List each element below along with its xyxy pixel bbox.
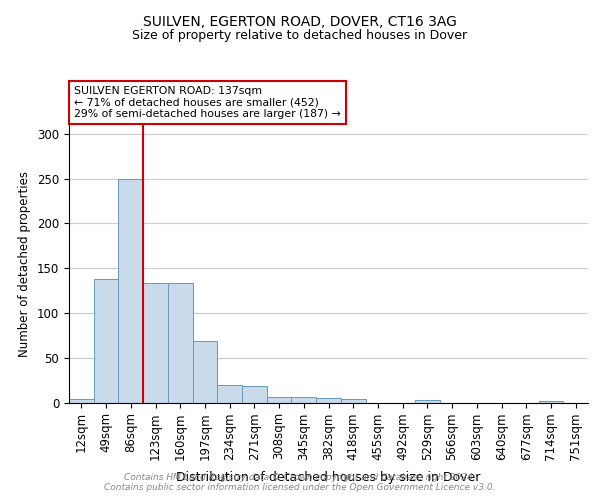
Bar <box>69 399 94 402</box>
Y-axis label: Number of detached properties: Number of detached properties <box>19 171 31 357</box>
Bar <box>168 284 193 403</box>
Bar <box>118 178 143 402</box>
Bar <box>217 384 242 402</box>
Text: Size of property relative to detached houses in Dover: Size of property relative to detached ho… <box>133 30 467 43</box>
Bar <box>193 340 217 402</box>
Bar <box>341 399 365 402</box>
Bar <box>143 284 168 403</box>
Bar <box>267 397 292 402</box>
Bar <box>539 400 563 402</box>
Bar <box>292 397 316 402</box>
Text: Contains HM Land Registry data © Crown copyright and database right 2024.
Contai: Contains HM Land Registry data © Crown c… <box>104 473 496 492</box>
Bar <box>316 398 341 402</box>
Bar <box>94 279 118 402</box>
Bar <box>415 400 440 402</box>
Text: SUILVEN, EGERTON ROAD, DOVER, CT16 3AG: SUILVEN, EGERTON ROAD, DOVER, CT16 3AG <box>143 16 457 30</box>
Text: SUILVEN EGERTON ROAD: 137sqm
← 71% of detached houses are smaller (452)
29% of s: SUILVEN EGERTON ROAD: 137sqm ← 71% of de… <box>74 86 341 120</box>
Bar <box>242 386 267 402</box>
X-axis label: Distribution of detached houses by size in Dover: Distribution of detached houses by size … <box>176 471 481 484</box>
